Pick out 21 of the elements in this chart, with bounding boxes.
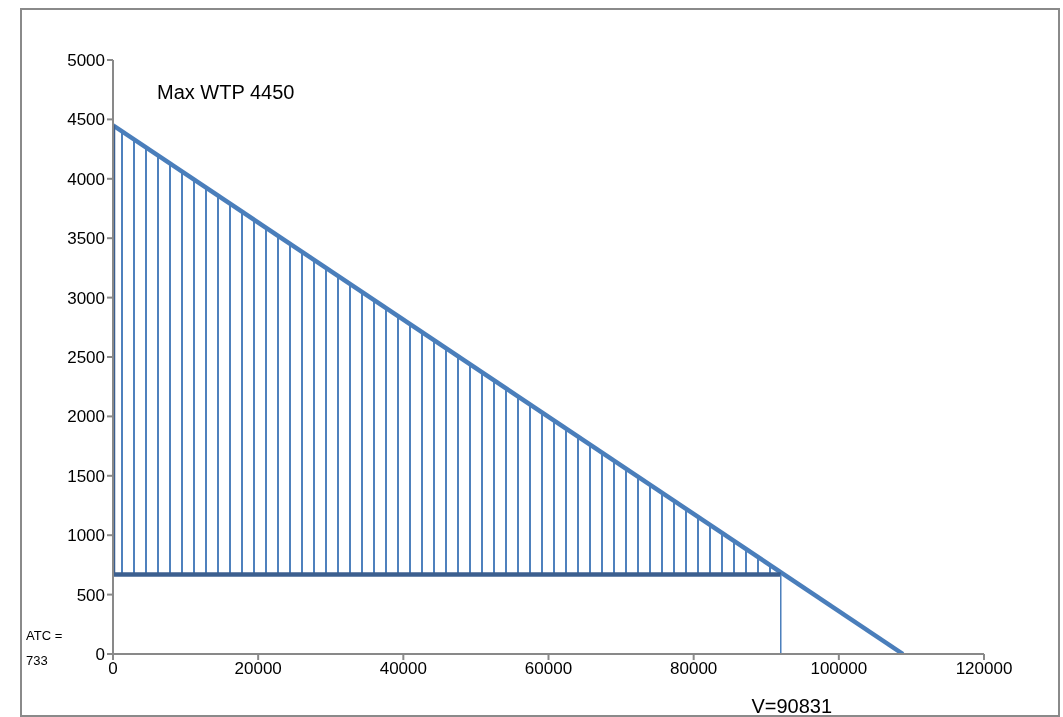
y-tick-label: 2000	[67, 407, 105, 427]
y-tick-label: 1000	[67, 526, 105, 546]
y-tick-label: 1500	[67, 466, 105, 486]
y-tick-label: 3000	[67, 288, 105, 308]
y-tick-label: 500	[76, 585, 105, 605]
x-tick-label: 100000	[810, 659, 868, 679]
y-tick-label: 3500	[67, 229, 105, 249]
annotation: V=90831	[751, 695, 833, 717]
y-tick-label: 2500	[67, 348, 105, 368]
y-tick-label: 5000	[67, 51, 105, 71]
y-tick-label: 0	[95, 645, 105, 665]
x-tick-label: 80000	[670, 659, 718, 679]
y-tick-label: 4500	[67, 110, 105, 130]
x-tick-label: 60000	[524, 659, 573, 679]
annotation: Max WTP 4450	[157, 81, 295, 104]
text: ATC = 733	[26, 627, 63, 668]
x-tick-label: 0	[108, 659, 118, 679]
y-tick-label: 4000	[67, 169, 105, 189]
x-tick-label: 20000	[234, 659, 282, 679]
x-tick-label: 120000	[955, 659, 1013, 679]
x-tick-label: 40000	[379, 659, 427, 679]
